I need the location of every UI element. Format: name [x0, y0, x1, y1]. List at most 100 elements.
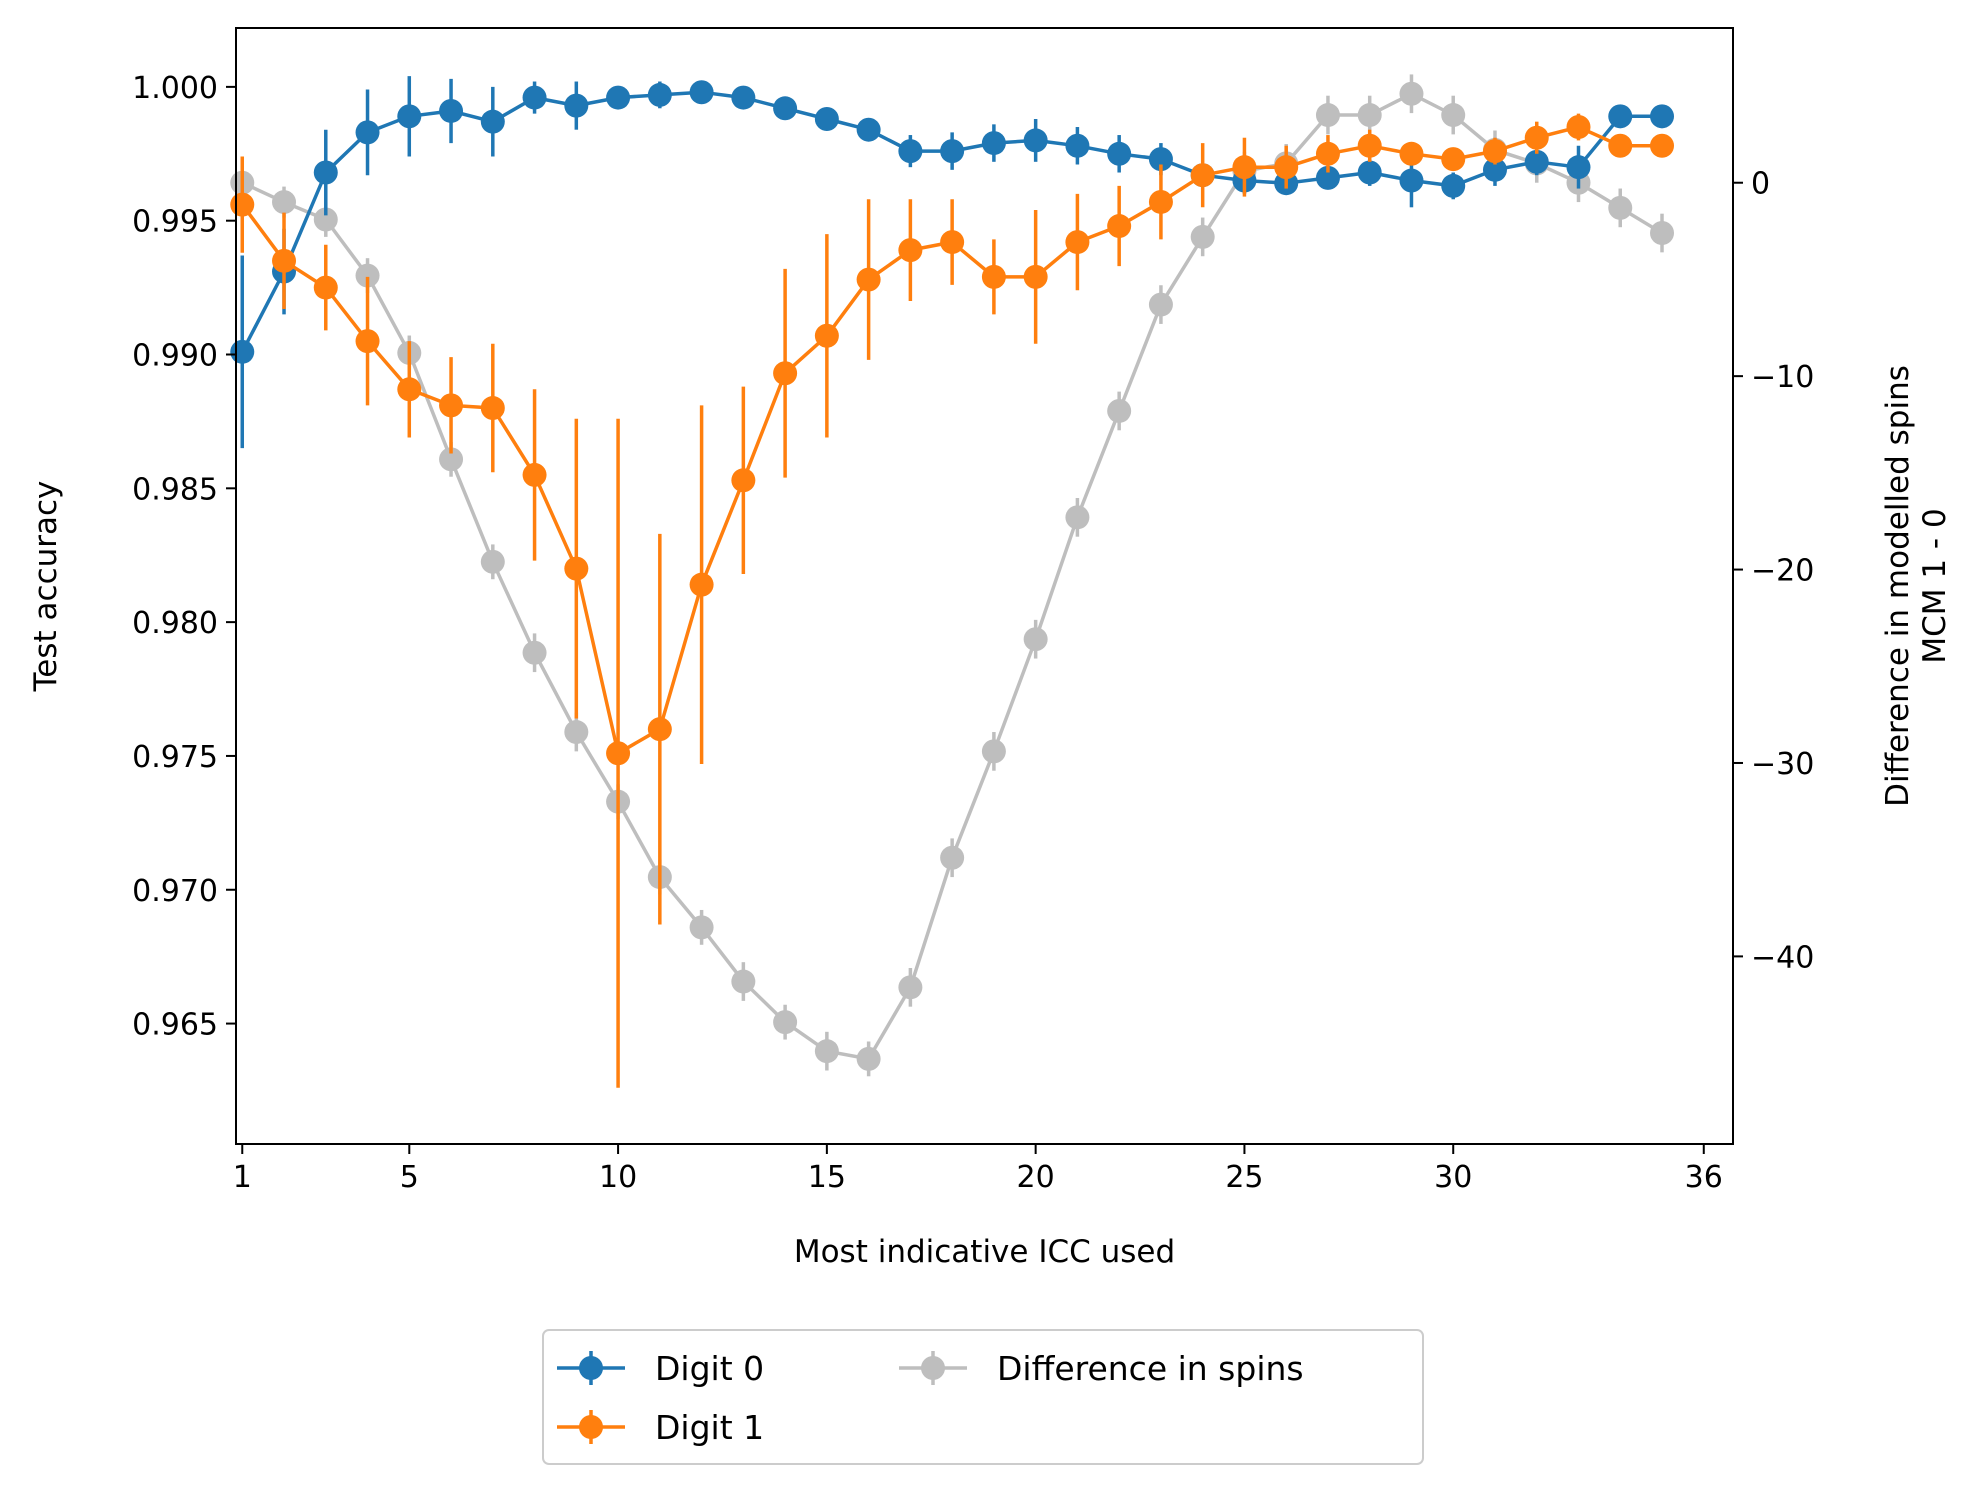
data-point — [940, 230, 965, 255]
x-tick-label: 36 — [1685, 1160, 1723, 1195]
y-tick-label: 0.995 — [132, 205, 218, 240]
data-point — [1023, 264, 1048, 289]
data-point — [1148, 147, 1173, 172]
y2-tick-label: −30 — [1751, 747, 1814, 782]
data-point — [773, 1010, 798, 1035]
data-point — [1524, 149, 1549, 174]
data-point — [1148, 189, 1173, 214]
data-point — [397, 104, 422, 129]
data-point — [480, 109, 505, 134]
data-point — [731, 468, 756, 493]
data-point — [856, 267, 881, 292]
y-tick-label: 0.990 — [132, 339, 218, 374]
data-point — [1065, 133, 1090, 158]
data-point — [439, 447, 464, 472]
data-point — [439, 393, 464, 418]
data-point — [1566, 115, 1591, 140]
data-point — [981, 739, 1006, 764]
data-point — [814, 106, 839, 131]
data-point — [773, 361, 798, 386]
y2-tick-label: −10 — [1751, 360, 1814, 395]
legend-box — [542, 1329, 1424, 1465]
data-point — [1315, 103, 1340, 128]
y-tick-label: 1.000 — [132, 71, 218, 106]
legend-handle — [557, 1410, 625, 1444]
series-layer — [230, 74, 1675, 1088]
data-point — [1524, 125, 1549, 150]
y2-axis-label-line2: MCM 1 - 0 — [1917, 508, 1953, 663]
y2-axis-label-line1: Difference in modelled spins — [1880, 365, 1916, 807]
data-point — [272, 190, 297, 215]
data-point — [814, 323, 839, 348]
data-point — [1065, 505, 1090, 530]
data-point — [480, 396, 505, 421]
y-axis-left: 0.965 0.970 0.975 0.980 0.985 0.990 0.995 1.000 — [132, 71, 236, 1043]
data-point — [689, 572, 714, 597]
data-point — [814, 1039, 839, 1064]
data-point — [397, 377, 422, 402]
data-point — [313, 275, 338, 300]
legend: Digit 0 Digit 1 Difference in spins — [542, 1329, 1424, 1465]
x-tick-label: 5 — [400, 1160, 419, 1195]
data-point — [898, 238, 923, 263]
data-point — [1399, 81, 1424, 106]
data-point — [940, 139, 965, 164]
data-point — [1274, 155, 1299, 180]
plot-frame — [235, 27, 1734, 1145]
data-point — [1065, 230, 1090, 255]
legend-marker — [579, 1356, 603, 1380]
data-point — [1315, 165, 1340, 190]
data-point — [522, 640, 547, 665]
data-point — [606, 85, 631, 110]
data-point — [647, 82, 672, 107]
data-point — [1482, 139, 1507, 164]
y-tick-label: 0.980 — [132, 606, 218, 641]
data-point — [1608, 104, 1633, 129]
data-point — [564, 93, 589, 118]
x-tick-label: 10 — [599, 1160, 637, 1195]
data-point — [355, 120, 380, 145]
data-point — [898, 139, 923, 164]
data-point — [439, 98, 464, 123]
x-tick-label: 25 — [1225, 1160, 1263, 1195]
data-point — [1566, 155, 1591, 180]
data-point — [981, 131, 1006, 156]
data-point — [1190, 224, 1215, 249]
data-point — [1608, 133, 1633, 158]
legend-marker — [921, 1356, 945, 1380]
y2-tick-label: 0 — [1751, 167, 1770, 202]
data-point — [1441, 173, 1466, 198]
data-point — [689, 80, 714, 105]
data-point — [1608, 195, 1633, 220]
data-point — [1441, 103, 1466, 128]
series-digit-1 — [230, 113, 1675, 1088]
y-axis-label: Test accuracy — [28, 481, 64, 693]
data-point — [1357, 160, 1382, 185]
data-point — [230, 339, 255, 364]
data-point — [856, 117, 881, 142]
data-point — [1357, 103, 1382, 128]
data-point — [1107, 398, 1132, 423]
data-point — [1399, 168, 1424, 193]
y-tick-label: 0.965 — [132, 1008, 218, 1043]
data-point — [689, 915, 714, 940]
legend-label: Difference in spins — [997, 1349, 1304, 1388]
data-point — [1232, 155, 1257, 180]
data-point — [940, 845, 965, 870]
x-axis-label: Most indicative ICC used — [794, 1234, 1175, 1270]
data-point — [981, 264, 1006, 289]
data-point — [1107, 141, 1132, 166]
data-point — [731, 969, 756, 994]
y-tick-label: 0.975 — [132, 740, 218, 775]
legend-entry: Digit 0 — [557, 1349, 764, 1388]
legend-entry: Difference in spins — [899, 1349, 1304, 1388]
data-point — [1023, 627, 1048, 652]
data-point — [522, 85, 547, 110]
data-point — [773, 96, 798, 121]
data-point — [355, 329, 380, 354]
data-point — [1441, 147, 1466, 172]
data-point — [1650, 221, 1675, 246]
legend-marker — [579, 1415, 603, 1439]
data-point — [898, 975, 923, 1000]
